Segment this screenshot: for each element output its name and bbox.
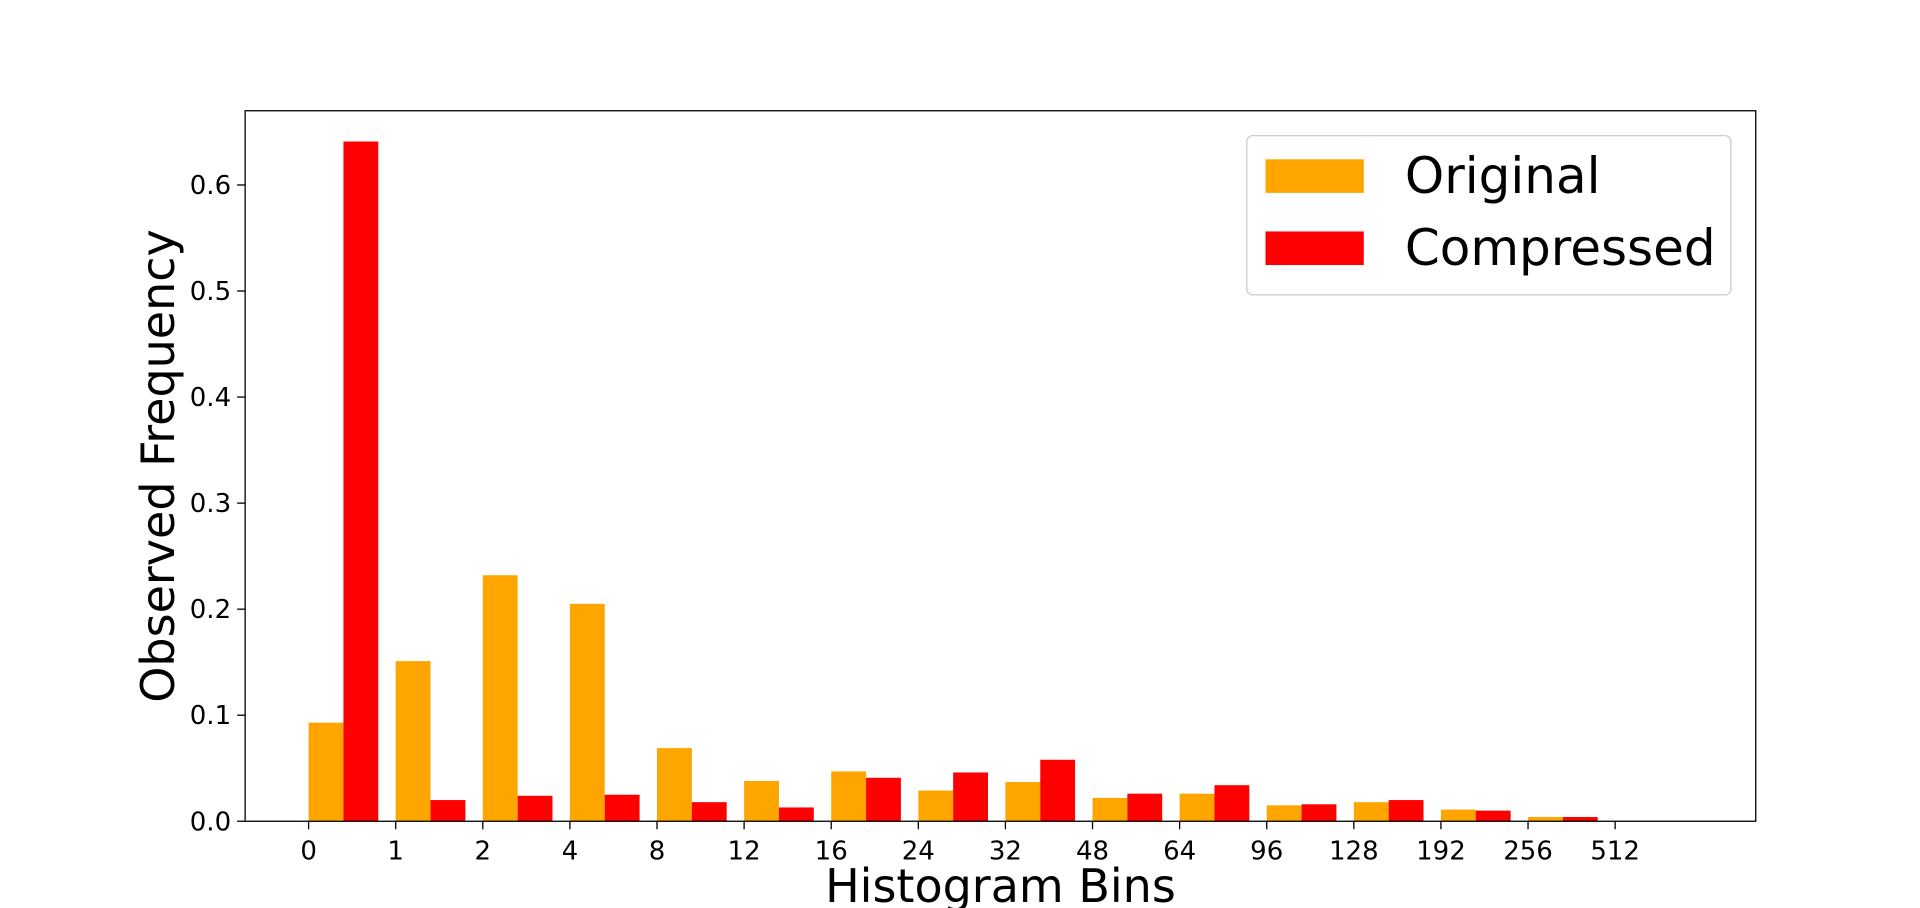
bar-original-24: [918, 790, 954, 822]
x-tick-label: 24: [902, 836, 935, 866]
bar-original-1: [395, 661, 431, 822]
bar-compressed-12: [778, 807, 814, 822]
x-tick-label: 48: [1076, 836, 1109, 866]
legend: Original Compressed: [1246, 134, 1732, 296]
legend-swatch-compressed: [1265, 231, 1364, 266]
bars-layer: [308, 141, 1598, 822]
y-axis: 0.0 0.1 0.2 0.3 0.4 0.5 0.6: [190, 171, 246, 837]
bar-compressed-256: [1562, 817, 1598, 822]
y-tick-label: 0.5: [190, 277, 231, 307]
x-tick-label: 96: [1250, 836, 1283, 866]
bar-original-128: [1353, 802, 1389, 822]
legend-label-compressed: Compressed: [1405, 219, 1716, 277]
bar-compressed-16: [866, 777, 901, 822]
bar-original-16: [831, 771, 867, 822]
legend-box: [1246, 134, 1732, 296]
bar-compressed-4: [604, 794, 640, 822]
legend-swatch-original: [1265, 159, 1364, 193]
bar-original-2: [482, 575, 518, 822]
legend-label-original: Original: [1405, 147, 1601, 205]
bar-compressed-24: [953, 772, 988, 822]
y-tick-label: 0.1: [190, 701, 231, 731]
bar-compressed-8: [691, 802, 727, 822]
bar-original-8: [657, 748, 692, 822]
x-axis: 0 1 2 4 8 12 16 24 32 48 64 96 128 192 256 512: [300, 821, 1640, 866]
x-tick-label: 256: [1503, 836, 1553, 866]
y-tick-label: 0.2: [190, 595, 231, 625]
x-tick-label: 512: [1590, 836, 1640, 866]
x-tick-label: 0: [300, 836, 317, 866]
x-tick-label: 64: [1163, 836, 1196, 866]
bar-original-256: [1528, 817, 1563, 822]
bar-compressed-1: [430, 800, 466, 822]
bar-original-64: [1179, 793, 1215, 822]
bar-compressed-32: [1040, 759, 1076, 822]
bar-original-4: [569, 603, 605, 822]
bar-original-192: [1440, 809, 1476, 822]
bar-compressed-192: [1475, 810, 1511, 822]
bar-compressed-2: [517, 795, 553, 822]
x-tick-label: 1: [387, 836, 404, 866]
y-axis-title: Observed Frequency: [131, 229, 185, 703]
x-tick-label: 32: [989, 836, 1022, 866]
x-tick-label: 192: [1416, 836, 1466, 866]
x-tick-label: 128: [1329, 836, 1379, 866]
bar-compressed-48: [1127, 793, 1163, 822]
x-tick-label: 2: [475, 836, 492, 866]
y-tick-label: 0.6: [190, 171, 231, 201]
x-tick-label: 12: [728, 836, 761, 866]
plot-frame: [244, 110, 1757, 822]
x-tick-label: 16: [815, 836, 848, 866]
y-tick-label: 0.4: [190, 383, 231, 413]
bar-compressed-64: [1214, 785, 1250, 822]
bar-original-32: [1005, 782, 1041, 822]
x-axis-title: Histogram Bins: [825, 859, 1176, 908]
bar-original-0: [308, 722, 344, 822]
bar-compressed-96: [1301, 804, 1337, 822]
bar-original-12: [744, 780, 779, 822]
x-tick-label: 4: [562, 836, 579, 866]
bar-original-48: [1092, 797, 1128, 822]
y-tick-label: 0.3: [190, 489, 231, 519]
y-tick-label: 0.0: [190, 807, 231, 837]
bar-compressed-0: [343, 141, 379, 822]
bar-compressed-128: [1388, 800, 1424, 822]
x-tick-label: 8: [649, 836, 666, 866]
bar-original-96: [1266, 805, 1302, 822]
